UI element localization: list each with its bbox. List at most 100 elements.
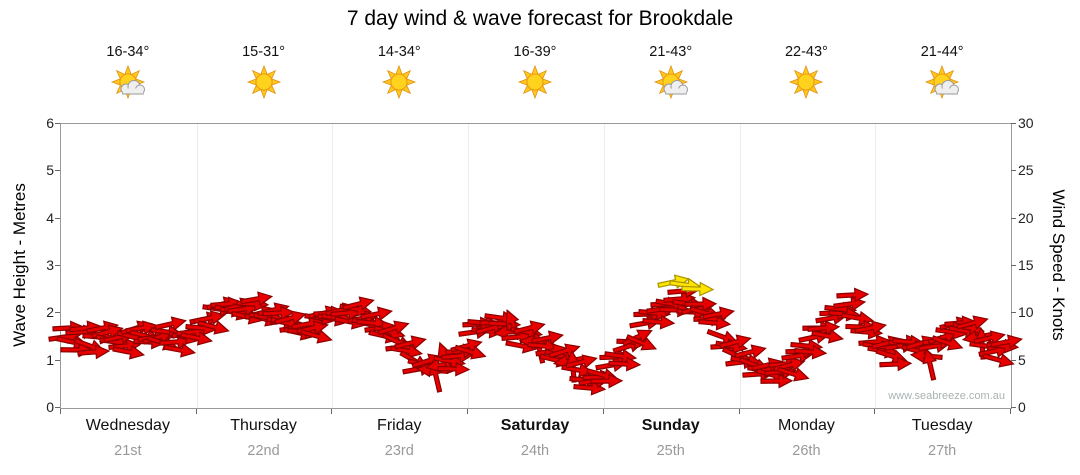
wind-arrow	[77, 343, 112, 361]
x-tickmark	[738, 409, 740, 414]
wind-arrow	[607, 356, 642, 374]
day-name: Thursday	[230, 417, 297, 434]
day-date: 24th	[520, 443, 550, 459]
day-separator-line	[875, 124, 877, 408]
day-date: 26th	[792, 443, 821, 459]
wind-arrow	[793, 343, 828, 362]
wind-arrow	[512, 316, 549, 340]
wind-arrow	[375, 315, 412, 340]
y-tickmark-right	[1011, 123, 1016, 124]
x-tickmark	[467, 409, 469, 414]
partly-cloudy-icon	[105, 64, 151, 104]
wind-arrow	[852, 316, 888, 338]
wind-arrow	[775, 361, 812, 386]
wind-arrow	[989, 331, 1025, 353]
temperature-range: 22-43°	[784, 44, 828, 60]
day-date: 25th	[656, 443, 685, 459]
watermark: www.seabreeze.com.au	[888, 390, 1005, 402]
wind-arrow	[452, 340, 489, 365]
y-tick-label-left: 5	[46, 162, 54, 179]
sunny-icon	[241, 64, 287, 104]
wind-arrow	[955, 311, 992, 335]
temperature-range: 16-39°	[513, 44, 557, 60]
y-tick-label-left: 4	[46, 209, 54, 226]
day-separator-line	[468, 124, 470, 408]
page-title: 7 day wind & wave forecast for Brookdale	[346, 7, 734, 30]
y-tick-label-left: 3	[46, 257, 54, 273]
y-tick-label-right: 0	[1018, 399, 1026, 415]
wind-arrow	[239, 288, 275, 310]
day-separator-line	[739, 124, 741, 408]
x-tickmark	[331, 409, 333, 414]
plot-area	[47, 123, 1024, 409]
day-date: 22nd	[247, 443, 280, 459]
x-tickmark	[602, 409, 604, 414]
temperature-range: 16-34°	[106, 44, 150, 60]
y-tick-label-left: 0	[46, 399, 54, 415]
wind-arrow	[162, 339, 198, 361]
x-tickmark	[874, 409, 876, 414]
y-tick-label-left: 1	[46, 351, 54, 368]
y-tickmark-left	[55, 407, 60, 408]
wind-arrow	[810, 325, 846, 347]
wind-arrow	[273, 306, 310, 330]
y-tickmark-right	[1011, 312, 1016, 314]
day-separator-line	[332, 124, 334, 408]
y-tickmark-left	[55, 359, 60, 361]
y-tickmark-right	[1011, 170, 1016, 172]
wind-arrow	[153, 312, 190, 335]
day-name: Sunday	[641, 417, 700, 434]
wind-arrow	[717, 330, 754, 354]
wind-arrow	[732, 340, 769, 364]
temperature-range: 21-44°	[920, 44, 964, 60]
wind-arrow	[700, 303, 736, 325]
day-name: Monday	[777, 417, 835, 434]
wind-arrow	[192, 307, 229, 330]
y-tick-label-right: 25	[1018, 162, 1034, 179]
wind-arrow	[179, 327, 216, 350]
wind-arrow	[836, 286, 871, 304]
x-tickmark	[1010, 409, 1011, 414]
y-tick-label-right: 15	[1018, 257, 1034, 273]
y-tickmark-left	[55, 265, 60, 266]
x-tickmark	[60, 409, 61, 414]
y-tick-label-left: 6	[46, 115, 54, 131]
day-date: 23rd	[384, 443, 414, 459]
y-tick-label-right: 30	[1018, 115, 1034, 131]
sunny-icon	[512, 64, 558, 104]
sunny-icon	[376, 64, 422, 104]
day-name: Wednesday	[85, 417, 170, 434]
wind-arrow	[110, 341, 146, 363]
wind-arrow	[619, 323, 657, 352]
wind-arrow	[641, 312, 676, 331]
x-tickmark	[195, 409, 197, 414]
wind-arrow	[929, 330, 966, 356]
y-tickmark-right	[1011, 359, 1016, 361]
y-tickmark-right	[1011, 407, 1016, 408]
y-tick-label-right: 5	[1018, 351, 1026, 368]
temperature-range: 21-43°	[649, 44, 693, 60]
y-tickmark-left	[55, 217, 60, 219]
wind-arrow	[196, 314, 233, 338]
wind-arrow	[546, 339, 583, 364]
wind-arrow	[980, 348, 1017, 372]
wind-arrow	[529, 327, 565, 349]
y-tickmark-right	[1011, 217, 1016, 219]
day-date: 27th	[928, 443, 957, 459]
wind-arrow	[919, 346, 942, 383]
strong-wind-arrow	[680, 280, 715, 297]
day-separator-line	[196, 124, 198, 408]
wind-arrow	[684, 296, 718, 312]
right-axis-label: Wind Speed - Knots	[1049, 189, 1068, 341]
y-tick-label-right: 20	[1018, 209, 1034, 226]
wind-arrow	[436, 361, 471, 378]
y-tickmark-left	[55, 123, 60, 124]
y-tickmark-left	[55, 170, 60, 172]
left-axis-label: Wave Height - Metres	[10, 183, 29, 347]
y-tick-label-right: 10	[1018, 304, 1034, 321]
temperature-range: 15-31°	[242, 44, 285, 60]
partly-cloudy-icon	[919, 64, 965, 104]
y-tickmark-left	[55, 312, 60, 314]
day-date: 21st	[114, 443, 142, 459]
